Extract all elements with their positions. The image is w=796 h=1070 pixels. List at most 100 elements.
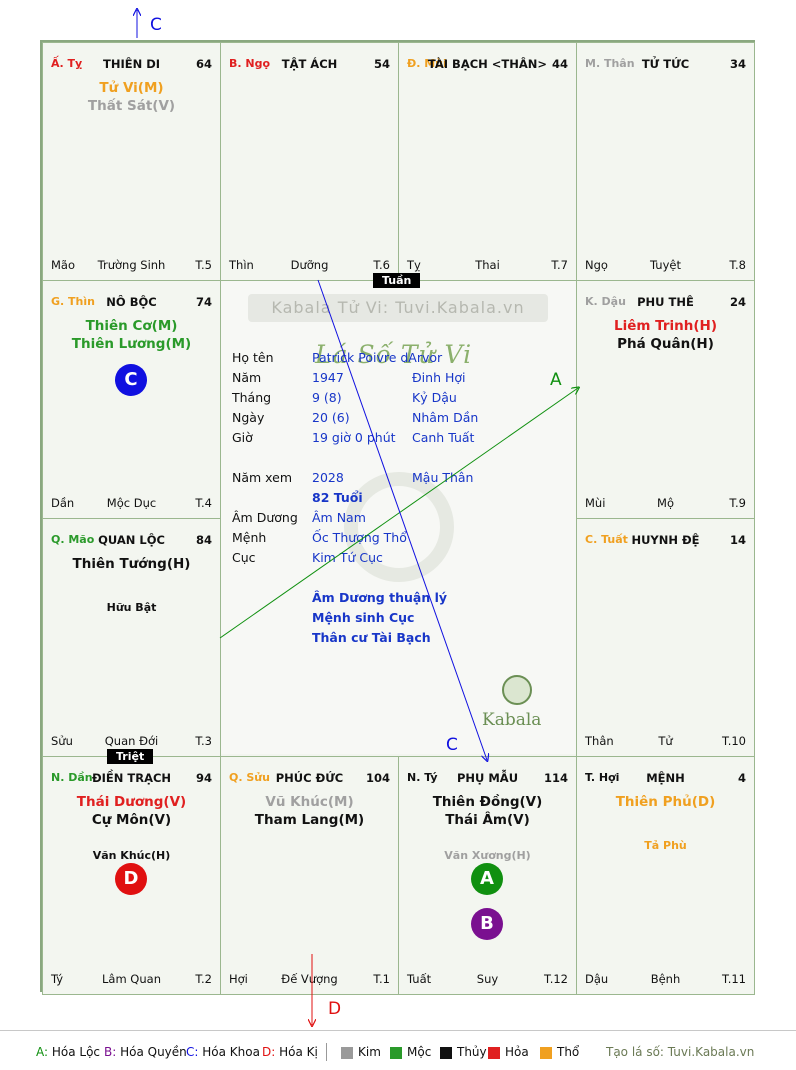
palace-name: MỆNH [646,771,685,785]
palace-stem: G. Thìn [51,295,95,308]
star-label: Thất Sát(V) [87,98,176,114]
element-swatch [341,1047,353,1059]
palace-number: T.2 [195,972,212,986]
info-row: Ngày 20 (6) Nhâm Dần [232,410,562,426]
legend-divider [326,1043,327,1061]
star-label: Thái Âm(V) [445,812,530,828]
palace-cell: Đ. Mùi TÀI BẠCH <THÂN> 44 Tỵ Thai T.7 [398,42,577,281]
info-row: Âm Dương Âm Nam [232,510,562,526]
legend-item: C: Hóa Khoa [186,1045,260,1059]
star-label: Thiên Cơ(M) [85,318,178,334]
life-stage: Đế Vượng [281,972,338,986]
element-label: Thổ [557,1045,580,1059]
star-label: Cự Môn(V) [91,812,172,828]
life-stage: Tuyệt [650,258,681,272]
palace-header: Q. Sửu PHÚC ĐỨC 104 [229,771,390,787]
palace-header: Ấ. Tỵ THIÊN DI 64 [51,57,212,73]
transform-marker: A [471,863,503,895]
tuan-tag: Tuần [373,273,421,288]
life-stage: Quan Đới [104,734,159,748]
palace-name: ĐIỀN TRẠCH [91,771,172,785]
palace-name: PHU THÊ [637,295,694,309]
info-row: Giờ 19 giờ 0 phút Canh Tuất [232,430,562,446]
earthly-branch: Thân [585,734,614,748]
life-stage: Mộ [657,496,674,510]
legend-text: Hóa Khoa [198,1045,260,1059]
info-label: Ngày [232,410,265,425]
palace-name: NÔ BỘC [106,295,157,309]
legend-text: Hóa Kị [275,1045,318,1059]
palace-number: T.7 [551,258,568,272]
palace-footer: Hợi Đế Vượng T.1 [229,972,390,986]
info-label: Năm xem [232,470,293,485]
palace-header: M. Thân TỬ TỨC 34 [585,57,746,73]
star-label: Vũ Khúc(M) [265,794,354,810]
palace-cell: Ấ. Tỵ THIÊN DI 64 Tử Vi(M) Thất Sát(V) Mão Trư… [42,42,221,281]
palace-age: 4 [737,771,746,785]
legend-item: D: Hóa Kị [262,1045,318,1059]
info-note: Thân cư Tài Bạch [312,630,431,645]
life-stage: Trường Sinh [97,258,166,272]
info-label: Giờ [232,430,253,445]
element-swatch [440,1047,452,1059]
earthly-branch: Thìn [229,258,254,272]
info-row: Năm xem 2028 Mậu Thân [232,470,562,486]
palace-age: 54 [373,57,390,71]
palace-footer: Mùi Mộ T.9 [585,496,746,510]
star-label: Tử Vi(M) [99,80,164,96]
info-value-secondary: Nhâm Dần [412,410,479,425]
palace-stem: M. Thân [585,57,635,70]
palace-name: PHÚC ĐỨC [275,771,344,785]
legend-letter: C: [186,1045,199,1059]
palace-footer: Dần Mộc Dục T.4 [51,496,212,510]
palace-age: 44 [551,57,568,71]
palace-stem: T. Hợi [585,771,620,784]
palace-number: T.10 [722,734,746,748]
life-stage: Suy [476,972,499,986]
legend-bar: A: Hóa Lộc B: Hóa Quyền C: Hóa Khoa D: Hóa … [0,1030,796,1070]
major-stars: Thiên Tướng(H) [43,555,220,573]
element-swatch [488,1047,500,1059]
palace-age: 114 [543,771,568,785]
earthly-branch: Mão [51,258,76,272]
palace-footer: Mão Trường Sinh T.5 [51,258,212,272]
palace-name: TỬ TỨC [641,57,690,71]
star-label: Thiên Lương(M) [71,336,192,352]
palace-cell: K. Dậu PHU THÊ 24 Liêm Trinh(H) Phá Quân(H) M… [576,280,755,519]
major-stars: Vũ Khúc(M) Tham Lang(M) [221,793,398,829]
element-swatch [540,1047,552,1059]
palace-header: G. Thìn NÔ BỘC 74 [51,295,212,311]
palace-stem: C. Tuất [585,533,628,546]
palace-cell: B. Ngọ TẬT ÁCH 54 Thìn Dưỡng T.6 [220,42,399,281]
palace-name: QUAN LỘC [98,533,165,547]
info-row: 82 Tuổi [232,490,562,506]
info-value: 82 Tuổi [312,490,363,505]
info-value-secondary: Mậu Thân [412,470,474,485]
star-label: Thái Dương(V) [76,794,187,810]
major-stars: Thiên Đồng(V) Thái Âm(V) [399,793,576,829]
life-stage: Thai [475,258,500,272]
palace-number: T.8 [729,258,746,272]
palace-footer: Tuất Suy T.12 [407,972,568,986]
palace-footer: Dậu Bệnh T.11 [585,972,746,986]
minor-star: Văn Xương(H) [444,849,531,862]
palace-cell: T. Hợi MỆNH 4 Thiên Phủ(D) Tả Phù Dậu Bệnh T.11 [576,756,755,995]
palace-number: T.11 [722,972,746,986]
palace-name: HUYNH ĐỆ [631,533,700,547]
element-label: Thủy [457,1045,487,1059]
palace-header: Đ. Mùi TÀI BẠCH <THÂN> 44 [407,57,568,73]
star-label: Thiên Đồng(V) [432,794,543,810]
palace-stem: N. Tý [407,771,438,784]
brand-label: Kabala [482,710,542,730]
earthly-branch: Ngọ [585,258,608,272]
arrow-label-c-top: C [150,15,162,35]
chart-center: Kabala Tử Vi: Tuvi.Kabala.vn Lá Số Tử Vi… [220,280,576,754]
palace-header: N. Tý PHỤ MẪU 114 [407,771,568,787]
watermark-label: Kabala Tử Vi: Tuvi.Kabala.vn [248,294,548,322]
palace-stem: Q. Sửu [229,771,270,784]
brand-emblem [502,675,532,705]
info-value-secondary: Kỷ Dậu [412,390,457,405]
element-swatch [390,1047,402,1059]
palace-number: T.9 [729,496,746,510]
element-label: Mộc [407,1045,432,1059]
